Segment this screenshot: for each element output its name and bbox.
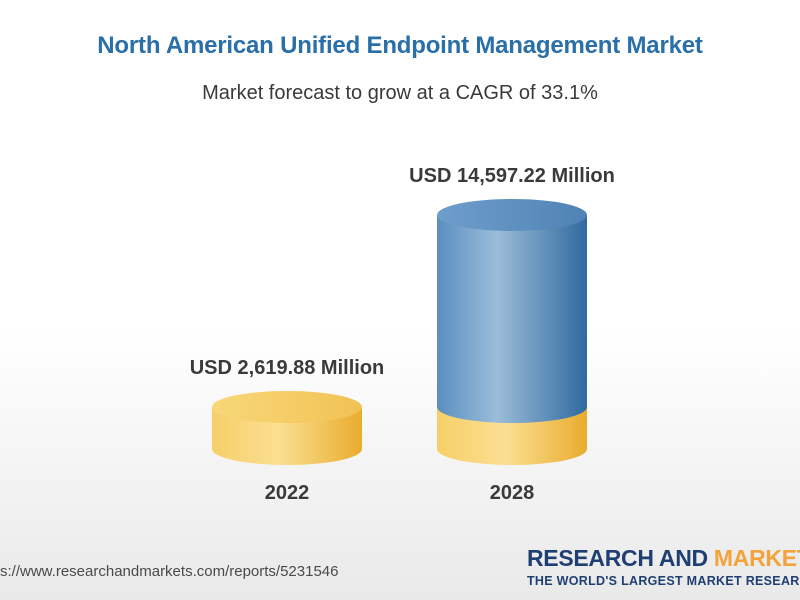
cylinder-growth-2028: [437, 214, 587, 423]
brand-logo: RESEARCH AND MARKETS THE WORLD'S LARGEST…: [527, 545, 800, 595]
cylinder-top-2022: [212, 391, 362, 423]
chart-title: North American Unified Endpoint Manageme…: [97, 32, 703, 59]
brand-name-part2: MARKETS: [713, 545, 800, 571]
cylinder-top-2028: [437, 198, 587, 231]
cylinder-base-2028: [437, 407, 587, 465]
data-label-2028: USD 14,597.22 Million: [409, 165, 615, 187]
brand-tagline: THE WORLD'S LARGEST MARKET RESEARCH STOR…: [527, 574, 800, 588]
brand-name-part1: RESEARCH AND: [527, 545, 708, 571]
cylinder-base-2022: [212, 407, 362, 465]
chart-subtitle: Market forecast to grow at a CAGR of 33.…: [202, 82, 598, 104]
source-url[interactable]: s://www.researchandmarkets.com/reports/5…: [0, 563, 339, 580]
data-label-2022: USD 2,619.88 Million: [190, 357, 385, 379]
category-label-2022: 2022: [265, 482, 310, 504]
category-label-2028: 2028: [490, 482, 535, 504]
